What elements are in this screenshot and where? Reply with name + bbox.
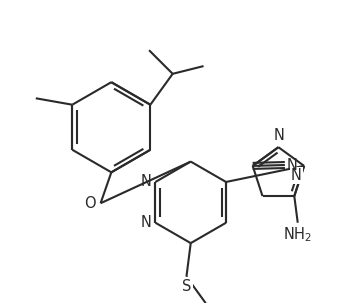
Text: S: S <box>182 279 191 294</box>
Text: N: N <box>141 215 152 230</box>
Text: N: N <box>274 128 285 143</box>
Text: N: N <box>287 158 298 173</box>
Text: N: N <box>291 168 302 183</box>
Text: NH$_2$: NH$_2$ <box>283 225 312 244</box>
Text: N: N <box>141 174 152 189</box>
Text: O: O <box>84 196 95 211</box>
